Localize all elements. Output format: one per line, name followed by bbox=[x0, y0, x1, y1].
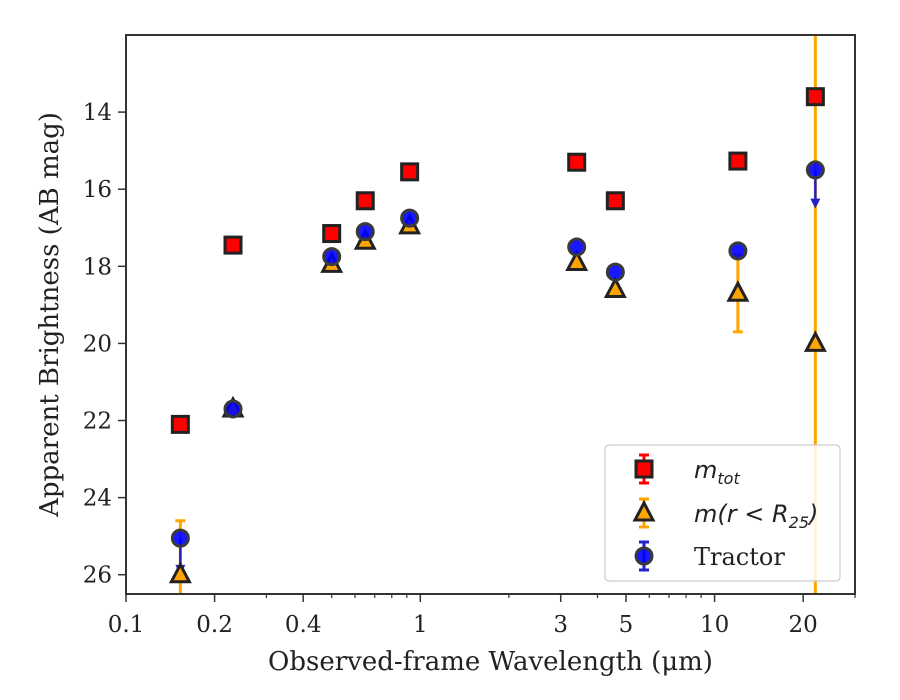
x-tick-label: 0.1 bbox=[108, 612, 145, 638]
y-tick-label: 24 bbox=[83, 486, 112, 512]
y-tick-label: 22 bbox=[83, 409, 112, 435]
mtot-point bbox=[567, 152, 587, 172]
y-axis-title: Apparent Brightness (AB mag) bbox=[35, 112, 65, 518]
tractor-limit-arrow bbox=[810, 198, 821, 209]
mtot-point bbox=[605, 191, 625, 211]
tractor-point bbox=[322, 247, 342, 267]
tractor-point bbox=[605, 262, 625, 282]
x-tick-label: 10 bbox=[700, 612, 729, 638]
tractor-point bbox=[355, 222, 375, 242]
legend-box bbox=[604, 444, 841, 582]
legend-marker-tractor bbox=[634, 546, 654, 566]
mr25-point bbox=[565, 249, 589, 271]
x-axis-ticks: 0.1 0.2 0.4 1 3 5 10 20 bbox=[108, 594, 856, 638]
y-tick-label: 20 bbox=[83, 331, 112, 357]
mtot-point bbox=[322, 224, 342, 244]
tractor-point bbox=[170, 528, 190, 548]
mtot-point bbox=[355, 191, 375, 211]
x-tick-label: 20 bbox=[789, 612, 818, 638]
x-tick-label: 3 bbox=[553, 612, 568, 638]
mtot-point bbox=[728, 151, 748, 171]
tractor-point bbox=[400, 208, 420, 228]
mr25-point bbox=[803, 330, 827, 352]
tractor-point bbox=[223, 399, 243, 419]
mtot-point bbox=[170, 414, 190, 434]
mr25-point bbox=[168, 561, 192, 584]
mtot-point bbox=[223, 235, 243, 255]
y-axis-ticks: 14 16 18 20 22 24 26 bbox=[83, 100, 126, 589]
mtot-point bbox=[805, 87, 825, 107]
y-tick-label: 16 bbox=[83, 177, 112, 203]
x-tick-label: 0.4 bbox=[285, 612, 322, 638]
legend-label-mtot: mtot bbox=[694, 456, 740, 488]
x-tick-label: 0.2 bbox=[196, 612, 233, 638]
x-axis-title: Observed-frame Wavelength (μm) bbox=[268, 647, 713, 677]
legend-marker-mtot bbox=[634, 459, 654, 479]
tractor-point bbox=[805, 160, 825, 180]
x-tick-label: 5 bbox=[619, 612, 634, 638]
y-tick-label: 26 bbox=[83, 563, 112, 589]
mr25-point bbox=[603, 276, 627, 298]
tractor-point bbox=[728, 241, 748, 261]
y-tick-label: 14 bbox=[83, 100, 112, 126]
x-tick-label: 1 bbox=[413, 612, 428, 638]
mr25-point bbox=[726, 280, 750, 302]
mtot-point bbox=[400, 162, 420, 182]
legend: mtot m(r < R25) Tractor bbox=[604, 444, 841, 582]
markers-layer bbox=[168, 87, 827, 584]
tractor-point bbox=[567, 237, 587, 257]
legend-marker-mr25 bbox=[632, 499, 656, 522]
y-tick-label: 18 bbox=[83, 254, 112, 280]
legend-label-mr25: m(r < R25) bbox=[694, 500, 818, 532]
legend-label-tractor: Tractor bbox=[694, 543, 785, 571]
plot-frame bbox=[125, 34, 856, 595]
